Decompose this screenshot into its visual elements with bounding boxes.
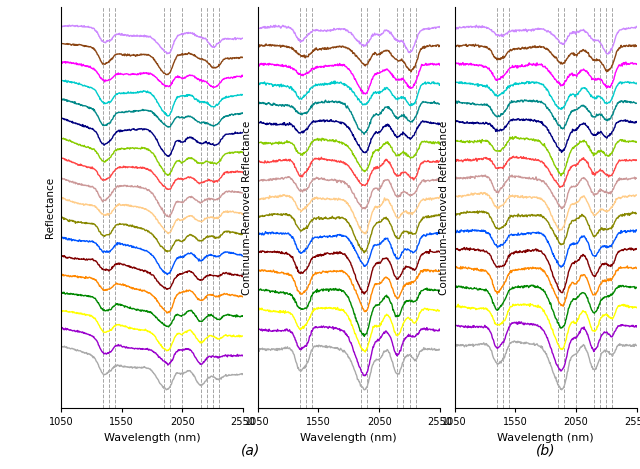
Y-axis label: Continuum-Removed Reflectance: Continuum-Removed Reflectance [439, 121, 449, 295]
X-axis label: Wavelength (nm): Wavelength (nm) [104, 432, 200, 443]
X-axis label: Wavelength (nm): Wavelength (nm) [301, 432, 397, 443]
Y-axis label: Reflectance: Reflectance [45, 177, 55, 238]
X-axis label: Wavelength (nm): Wavelength (nm) [497, 432, 594, 443]
Y-axis label: Continuum-Removed Reflectance: Continuum-Removed Reflectance [242, 121, 252, 295]
Text: (a): (a) [241, 443, 260, 457]
Text: (b): (b) [536, 443, 556, 457]
